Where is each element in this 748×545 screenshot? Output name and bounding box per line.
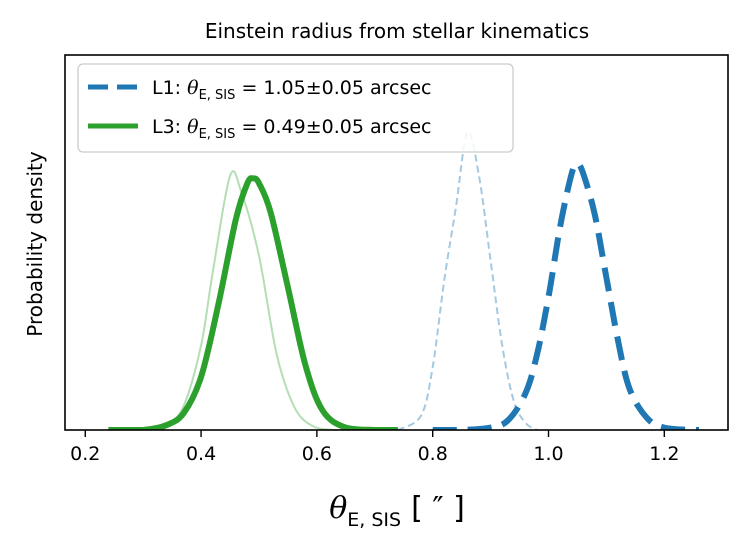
legend-l1-value: = 1.05±0.05 arcsec — [235, 77, 431, 99]
series-line-l3 — [108, 175, 398, 430]
series-line-l1 — [432, 160, 699, 430]
legend-l3-prefix: L3: — [152, 116, 187, 138]
x-axis-ticks: 0.2 0.4 0.6 0.8 1.0 1.2 — [70, 430, 679, 465]
legend-l3-symbol: θ — [187, 116, 199, 138]
legend: L1: θE, SIS = 1.05±0.05 arcsec L3: θE, S… — [77, 63, 514, 153]
x-tick-label: 0.2 — [70, 443, 100, 465]
legend-l3-subscript: E, SIS — [199, 127, 236, 142]
chart-title: Einstein radius from stellar kinematics — [205, 19, 589, 43]
legend-entry-l1: L1: θE, SIS = 1.05±0.05 arcsec — [152, 77, 432, 103]
x-axis-label-symbol: θ — [329, 491, 347, 526]
x-tick-label: 0.4 — [186, 443, 216, 465]
legend-l3-value: = 0.49±0.05 arcsec — [235, 116, 431, 138]
x-tick-label: 0.8 — [418, 443, 448, 465]
x-axis-label-subscript: E, SIS — [347, 509, 401, 531]
x-tick-label: 1.0 — [533, 443, 563, 465]
plot-frame — [64, 54, 729, 431]
legend-box — [77, 63, 514, 153]
x-tick-label: 1.2 — [649, 443, 679, 465]
x-tick-label: 0.6 — [302, 443, 332, 465]
legend-l1-prefix: L1: — [152, 77, 187, 99]
x-axis-label: θE, SIS [ ″ ] — [329, 491, 465, 531]
y-axis-label: Probability density — [23, 151, 47, 337]
legend-entry-l3: L3: θE, SIS = 0.49±0.05 arcsec — [152, 116, 432, 142]
legend-l1-subscript: E, SIS — [199, 88, 236, 103]
legend-l1-symbol: θ — [187, 77, 199, 99]
x-axis-label-unit: [ ″ ] — [411, 491, 465, 526]
